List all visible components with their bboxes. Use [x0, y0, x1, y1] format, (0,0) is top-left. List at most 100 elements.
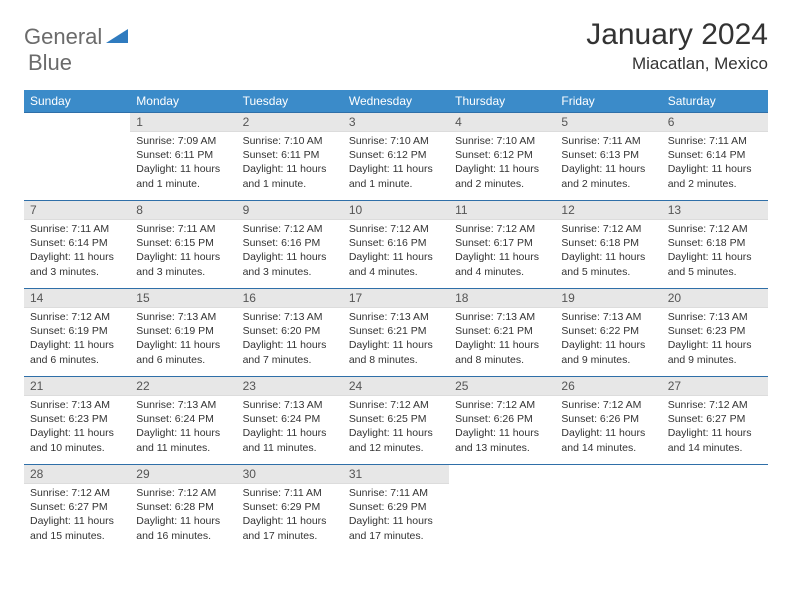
daylight-line: Daylight: 11 hours and 1 minute. — [349, 162, 443, 190]
calendar-cell: 25Sunrise: 7:12 AMSunset: 6:26 PMDayligh… — [449, 377, 555, 465]
calendar-cell: 9Sunrise: 7:12 AMSunset: 6:16 PMDaylight… — [237, 201, 343, 289]
day-details: Sunrise: 7:10 AMSunset: 6:11 PMDaylight:… — [237, 132, 343, 195]
day-number: 1 — [130, 113, 236, 132]
sunrise-line: Sunrise: 7:11 AM — [668, 134, 762, 148]
calendar-cell: 19Sunrise: 7:13 AMSunset: 6:22 PMDayligh… — [555, 289, 661, 377]
title-block: January 2024 Miacatlan, Mexico — [586, 18, 768, 74]
calendar-cell: 3Sunrise: 7:10 AMSunset: 6:12 PMDaylight… — [343, 113, 449, 201]
sunset-line: Sunset: 6:12 PM — [349, 148, 443, 162]
day-number: 16 — [237, 289, 343, 308]
sunset-line: Sunset: 6:16 PM — [349, 236, 443, 250]
sunset-line: Sunset: 6:22 PM — [561, 324, 655, 338]
day-number: 30 — [237, 465, 343, 484]
sunset-line: Sunset: 6:11 PM — [136, 148, 230, 162]
calendar-cell: 16Sunrise: 7:13 AMSunset: 6:20 PMDayligh… — [237, 289, 343, 377]
month-title: January 2024 — [586, 18, 768, 52]
calendar-cell: 7Sunrise: 7:11 AMSunset: 6:14 PMDaylight… — [24, 201, 130, 289]
day-details: Sunrise: 7:12 AMSunset: 6:26 PMDaylight:… — [449, 396, 555, 459]
calendar-cell — [449, 465, 555, 553]
day-details: Sunrise: 7:13 AMSunset: 6:24 PMDaylight:… — [237, 396, 343, 459]
day-details: Sunrise: 7:12 AMSunset: 6:27 PMDaylight:… — [24, 484, 130, 547]
daylight-line: Daylight: 11 hours and 13 minutes. — [455, 426, 549, 454]
day-details: Sunrise: 7:11 AMSunset: 6:14 PMDaylight:… — [662, 132, 768, 195]
calendar-cell: 22Sunrise: 7:13 AMSunset: 6:24 PMDayligh… — [130, 377, 236, 465]
calendar-cell: 23Sunrise: 7:13 AMSunset: 6:24 PMDayligh… — [237, 377, 343, 465]
day-details: Sunrise: 7:13 AMSunset: 6:19 PMDaylight:… — [130, 308, 236, 371]
calendar-body: 1Sunrise: 7:09 AMSunset: 6:11 PMDaylight… — [24, 113, 768, 553]
calendar-cell: 13Sunrise: 7:12 AMSunset: 6:18 PMDayligh… — [662, 201, 768, 289]
calendar-cell: 26Sunrise: 7:12 AMSunset: 6:26 PMDayligh… — [555, 377, 661, 465]
calendar-cell: 15Sunrise: 7:13 AMSunset: 6:19 PMDayligh… — [130, 289, 236, 377]
sunrise-line: Sunrise: 7:11 AM — [136, 222, 230, 236]
daylight-line: Daylight: 11 hours and 7 minutes. — [243, 338, 337, 366]
day-details: Sunrise: 7:12 AMSunset: 6:18 PMDaylight:… — [662, 220, 768, 283]
daylight-line: Daylight: 11 hours and 10 minutes. — [30, 426, 124, 454]
day-number: 24 — [343, 377, 449, 396]
sunset-line: Sunset: 6:27 PM — [30, 500, 124, 514]
daylight-line: Daylight: 11 hours and 1 minute. — [243, 162, 337, 190]
calendar-cell: 10Sunrise: 7:12 AMSunset: 6:16 PMDayligh… — [343, 201, 449, 289]
day-number: 25 — [449, 377, 555, 396]
day-header: Saturday — [662, 90, 768, 113]
sunrise-line: Sunrise: 7:12 AM — [243, 222, 337, 236]
daylight-line: Daylight: 11 hours and 2 minutes. — [668, 162, 762, 190]
day-details: Sunrise: 7:12 AMSunset: 6:25 PMDaylight:… — [343, 396, 449, 459]
sunrise-line: Sunrise: 7:12 AM — [349, 398, 443, 412]
calendar-cell: 27Sunrise: 7:12 AMSunset: 6:27 PMDayligh… — [662, 377, 768, 465]
calendar-cell: 30Sunrise: 7:11 AMSunset: 6:29 PMDayligh… — [237, 465, 343, 553]
sunrise-line: Sunrise: 7:13 AM — [561, 310, 655, 324]
day-number: 9 — [237, 201, 343, 220]
day-details: Sunrise: 7:13 AMSunset: 6:23 PMDaylight:… — [24, 396, 130, 459]
daylight-line: Daylight: 11 hours and 3 minutes. — [136, 250, 230, 278]
day-header: Thursday — [449, 90, 555, 113]
sunrise-line: Sunrise: 7:12 AM — [561, 222, 655, 236]
daylight-line: Daylight: 11 hours and 8 minutes. — [455, 338, 549, 366]
sunrise-line: Sunrise: 7:12 AM — [349, 222, 443, 236]
sunrise-line: Sunrise: 7:13 AM — [243, 398, 337, 412]
sunrise-line: Sunrise: 7:11 AM — [349, 486, 443, 500]
day-number: 3 — [343, 113, 449, 132]
daylight-line: Daylight: 11 hours and 17 minutes. — [243, 514, 337, 542]
day-number: 21 — [24, 377, 130, 396]
day-number: 6 — [662, 113, 768, 132]
day-header: Wednesday — [343, 90, 449, 113]
day-details: Sunrise: 7:11 AMSunset: 6:29 PMDaylight:… — [237, 484, 343, 547]
day-number: 31 — [343, 465, 449, 484]
sunset-line: Sunset: 6:19 PM — [136, 324, 230, 338]
sunrise-line: Sunrise: 7:12 AM — [136, 486, 230, 500]
day-details: Sunrise: 7:12 AMSunset: 6:19 PMDaylight:… — [24, 308, 130, 371]
day-details: Sunrise: 7:12 AMSunset: 6:16 PMDaylight:… — [237, 220, 343, 283]
sunset-line: Sunset: 6:14 PM — [30, 236, 124, 250]
sunset-line: Sunset: 6:18 PM — [561, 236, 655, 250]
calendar-cell: 12Sunrise: 7:12 AMSunset: 6:18 PMDayligh… — [555, 201, 661, 289]
daylight-line: Daylight: 11 hours and 6 minutes. — [30, 338, 124, 366]
sunrise-line: Sunrise: 7:12 AM — [455, 398, 549, 412]
daylight-line: Daylight: 11 hours and 2 minutes. — [455, 162, 549, 190]
day-number: 23 — [237, 377, 343, 396]
location-label: Miacatlan, Mexico — [586, 54, 768, 74]
calendar-cell: 8Sunrise: 7:11 AMSunset: 6:15 PMDaylight… — [130, 201, 236, 289]
day-header: Tuesday — [237, 90, 343, 113]
sunrise-line: Sunrise: 7:11 AM — [243, 486, 337, 500]
day-number: 20 — [662, 289, 768, 308]
calendar-cell: 11Sunrise: 7:12 AMSunset: 6:17 PMDayligh… — [449, 201, 555, 289]
day-number: 2 — [237, 113, 343, 132]
day-number: 27 — [662, 377, 768, 396]
day-number: 12 — [555, 201, 661, 220]
calendar-cell: 2Sunrise: 7:10 AMSunset: 6:11 PMDaylight… — [237, 113, 343, 201]
day-number: 26 — [555, 377, 661, 396]
calendar-table: SundayMondayTuesdayWednesdayThursdayFrid… — [24, 90, 768, 553]
calendar-head: SundayMondayTuesdayWednesdayThursdayFrid… — [24, 90, 768, 113]
sunset-line: Sunset: 6:23 PM — [30, 412, 124, 426]
day-header: Sunday — [24, 90, 130, 113]
day-details: Sunrise: 7:12 AMSunset: 6:26 PMDaylight:… — [555, 396, 661, 459]
daylight-line: Daylight: 11 hours and 4 minutes. — [455, 250, 549, 278]
day-details: Sunrise: 7:12 AMSunset: 6:27 PMDaylight:… — [662, 396, 768, 459]
calendar-cell — [24, 113, 130, 201]
sunset-line: Sunset: 6:27 PM — [668, 412, 762, 426]
sunset-line: Sunset: 6:11 PM — [243, 148, 337, 162]
calendar-week-row: 1Sunrise: 7:09 AMSunset: 6:11 PMDaylight… — [24, 113, 768, 201]
day-details: Sunrise: 7:13 AMSunset: 6:21 PMDaylight:… — [449, 308, 555, 371]
day-details: Sunrise: 7:13 AMSunset: 6:23 PMDaylight:… — [662, 308, 768, 371]
day-details: Sunrise: 7:12 AMSunset: 6:18 PMDaylight:… — [555, 220, 661, 283]
